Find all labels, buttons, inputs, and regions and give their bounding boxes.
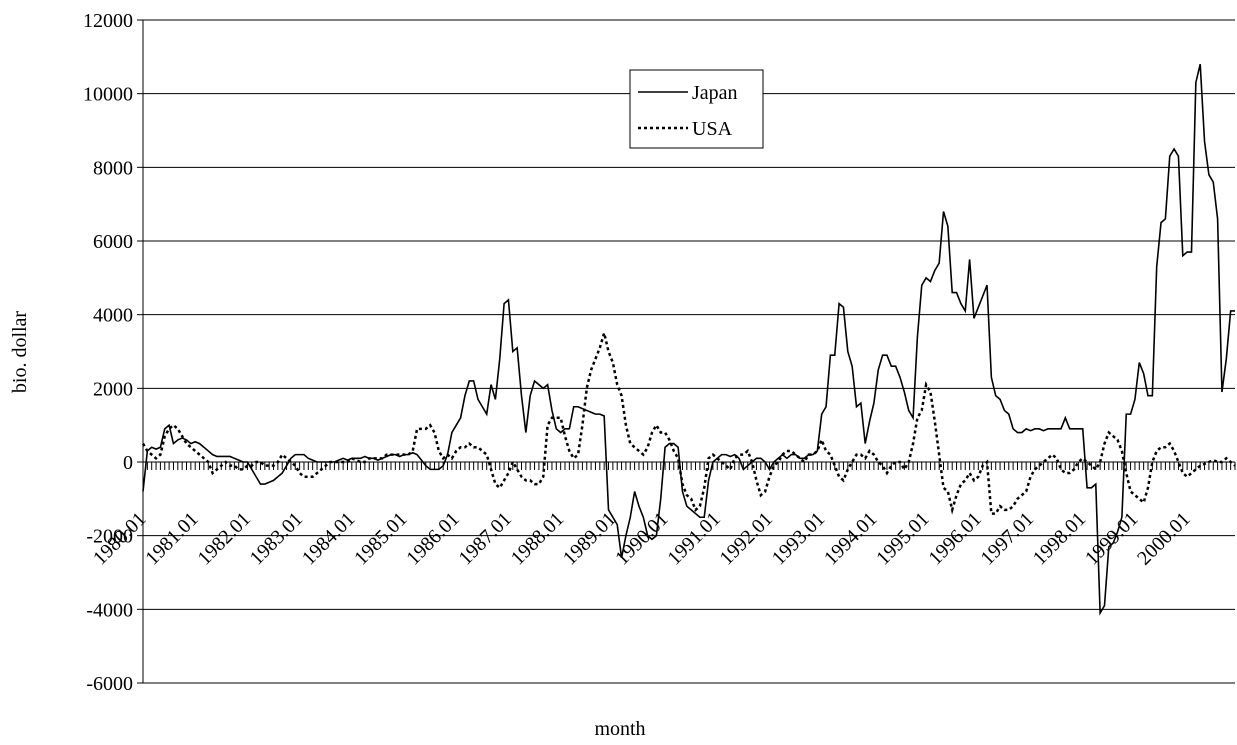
- x-tick-label: 1986.01: [402, 508, 464, 570]
- x-tick-label: 1981.01: [141, 508, 203, 570]
- y-tick-label: -4000: [86, 599, 133, 621]
- y-tick-label: -2000: [86, 526, 133, 548]
- x-tick-label: 1994.01: [820, 508, 882, 570]
- y-tick-label: -6000: [86, 673, 133, 695]
- x-tick-label: 1996.01: [924, 508, 986, 570]
- x-tick-label: 1984.01: [298, 508, 360, 570]
- x-tick-label: 2000.01: [1133, 508, 1195, 570]
- y-tick-label: 12000: [83, 10, 133, 32]
- x-tick-label: 1988.01: [507, 508, 569, 570]
- x-tick-label: 1999.01: [1081, 508, 1143, 570]
- x-tick-label: 1998.01: [1029, 508, 1091, 570]
- y-tick-label: 10000: [83, 84, 133, 106]
- x-tick-label: 1995.01: [872, 508, 934, 570]
- legend-label: Japan: [692, 82, 738, 104]
- x-axis-title: month: [594, 718, 645, 740]
- y-tick-label: 4000: [93, 305, 133, 327]
- x-tick-label: 1985.01: [350, 508, 412, 570]
- x-tick-label: 1987.01: [454, 508, 516, 570]
- series-line: [141, 328, 1236, 515]
- x-tick-label: 1983.01: [246, 508, 308, 570]
- x-tick-label: 1982.01: [193, 508, 255, 570]
- y-tick-label: 2000: [93, 378, 133, 400]
- series-line: [142, 64, 1235, 616]
- legend-box: [629, 69, 764, 149]
- x-tick-label: 1992.01: [716, 508, 778, 570]
- y-tick-label: 0: [123, 452, 133, 474]
- y-tick-label: 6000: [93, 231, 133, 253]
- y-tick-label: 8000: [93, 157, 133, 179]
- x-tick-label: 1993.01: [768, 508, 830, 570]
- x-tick-label: 1990.01: [611, 508, 673, 570]
- x-tick-label: 1997.01: [977, 508, 1039, 570]
- x-tick-label: 1989.01: [559, 508, 621, 570]
- legend-label: USA: [692, 118, 733, 140]
- x-tick-label: 1991.01: [663, 508, 725, 570]
- y-axis-title: bio. dollar: [9, 311, 31, 394]
